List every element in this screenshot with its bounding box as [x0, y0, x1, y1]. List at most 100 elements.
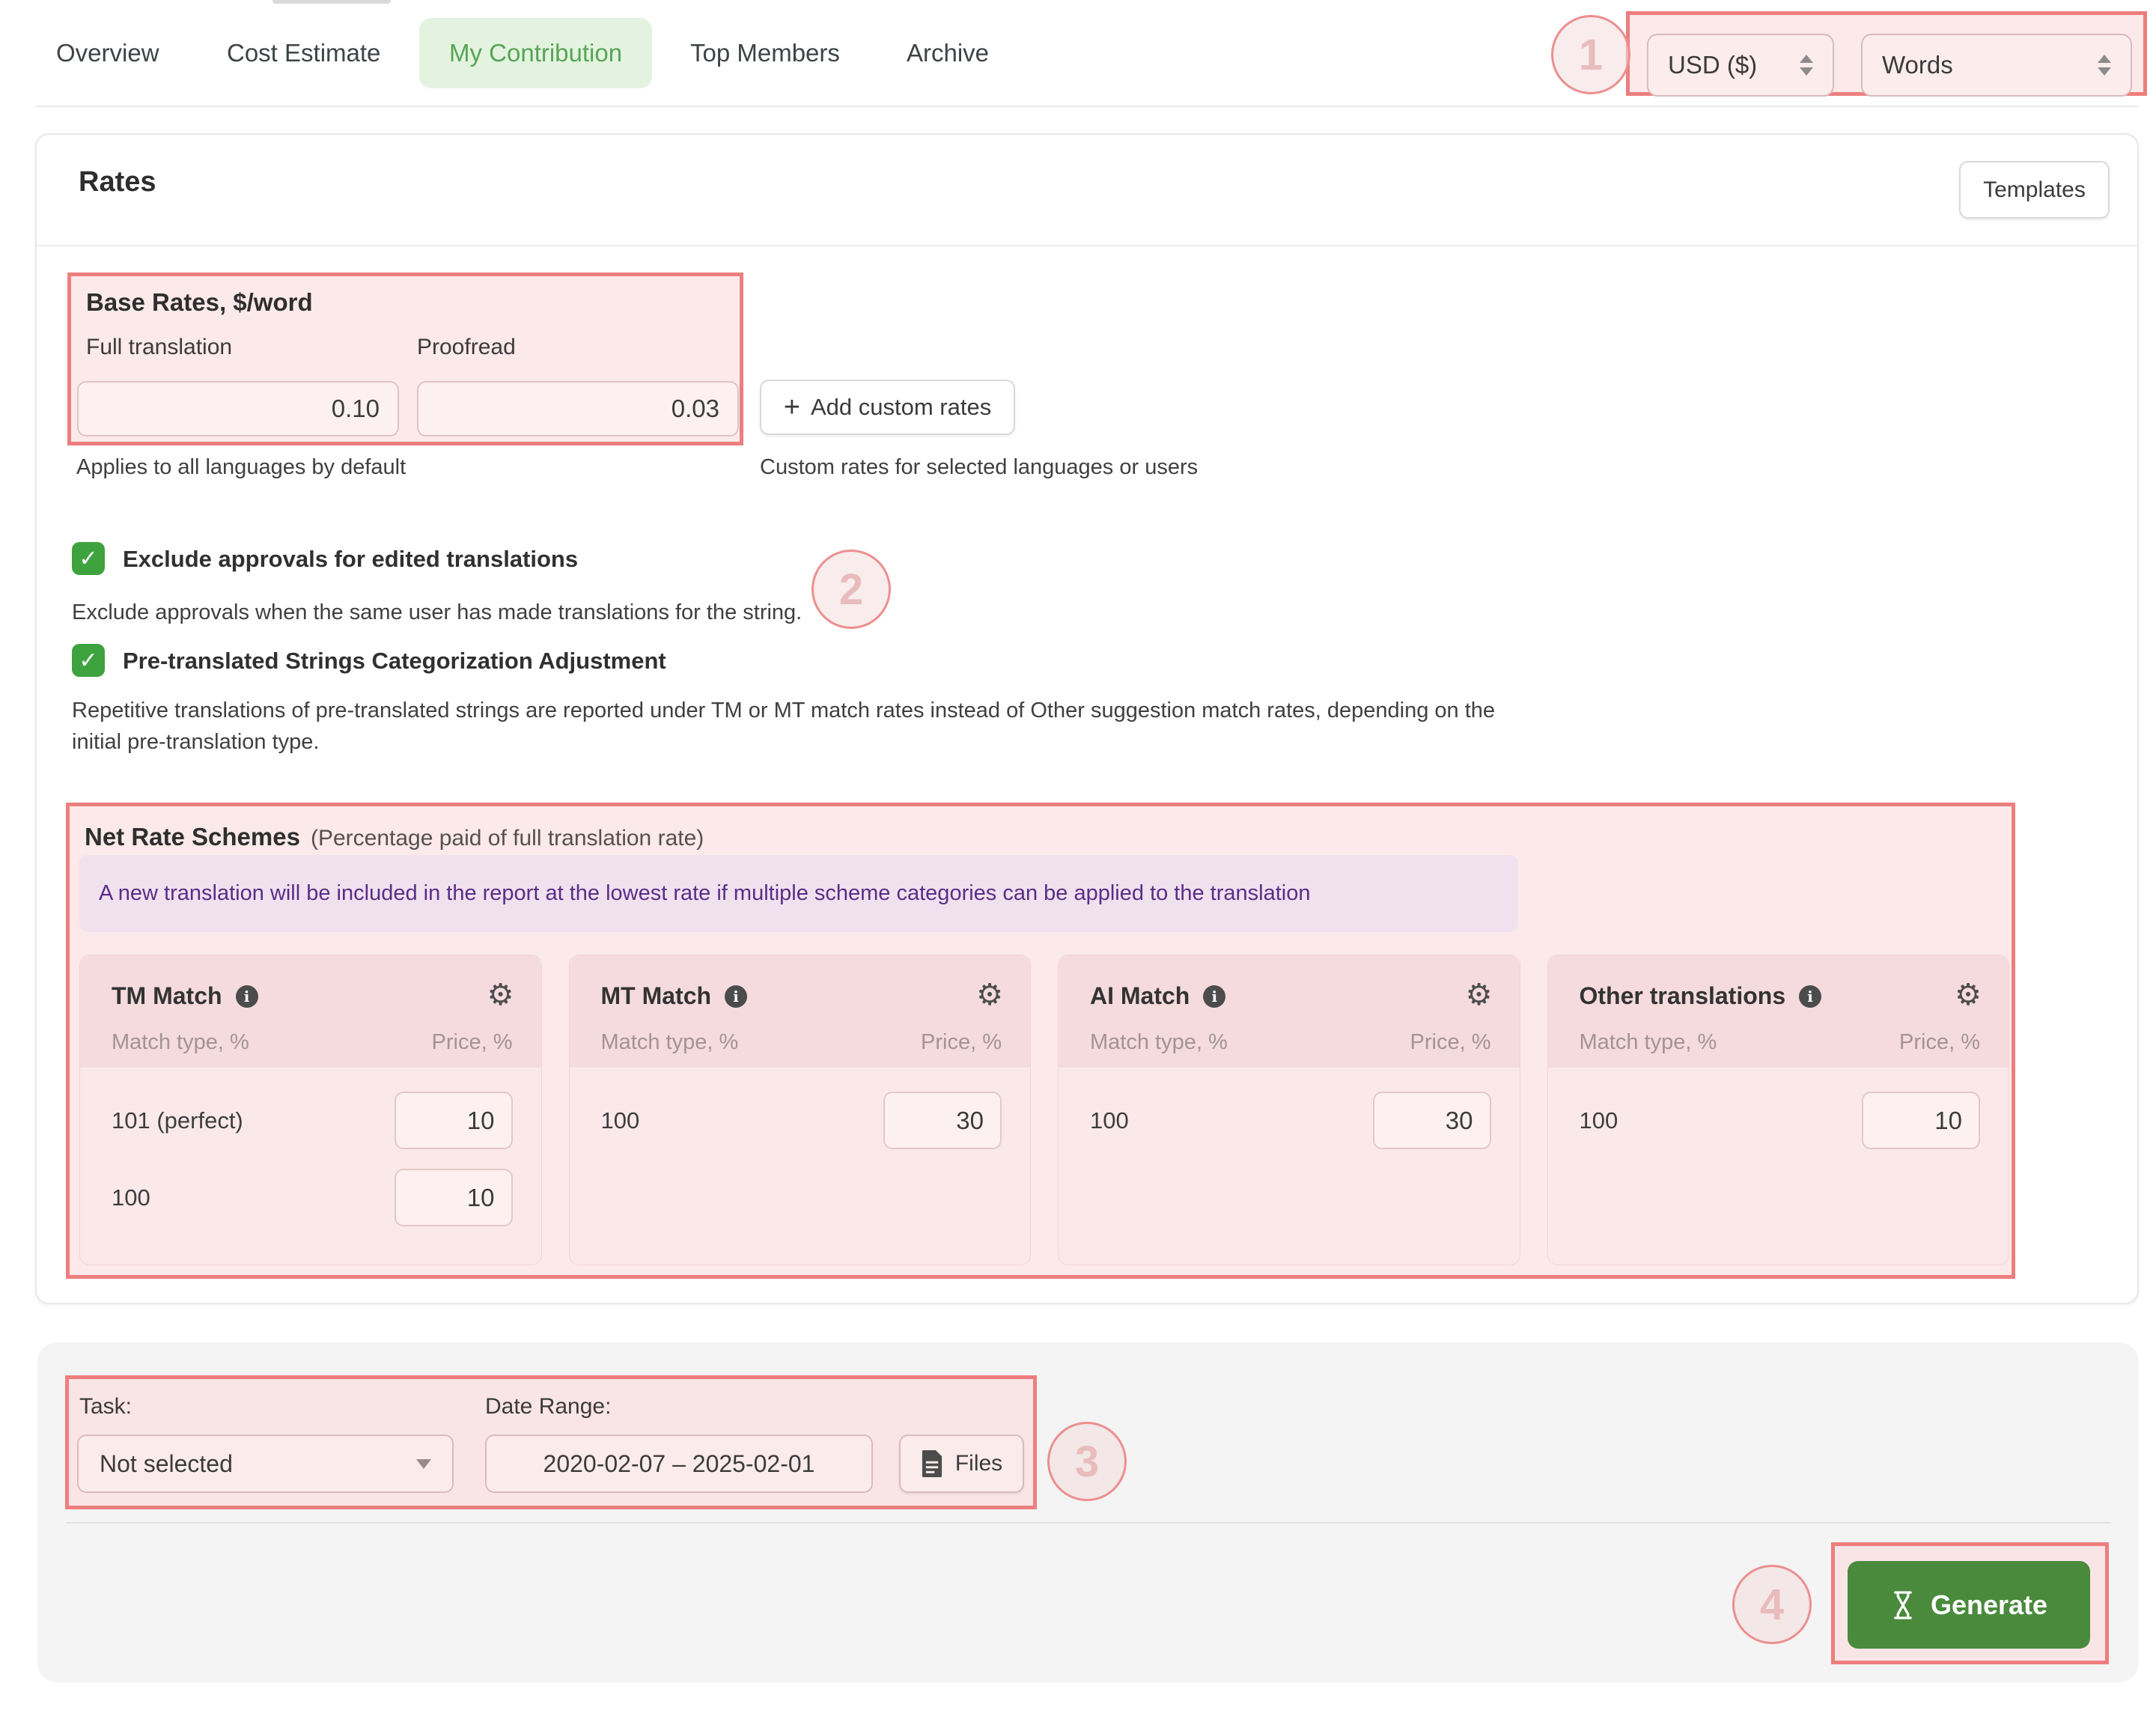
- gear-icon[interactable]: ⚙: [487, 978, 514, 1012]
- tm-match-card-header: [80, 955, 541, 1068]
- pretranslated-adjustment-desc: Repetitive translations of pre-translate…: [72, 699, 1496, 755]
- mt-match-title: MT Match i: [601, 982, 748, 1010]
- lowest-rate-note: A new translation will be included in th…: [79, 855, 1518, 932]
- exclude-approvals-desc: Exclude approvals when the same user has…: [72, 600, 803, 624]
- full-translation-label: Full translation: [86, 335, 233, 359]
- file-icon: [922, 1450, 942, 1477]
- tab-top-members[interactable]: Top Members: [690, 39, 840, 67]
- other-translations-title-text: Other translations: [1579, 982, 1786, 1009]
- chevron-up-down-icon: [1800, 55, 1813, 76]
- price-input[interactable]: [394, 1169, 513, 1226]
- base-rates-title: Base Rates, $/word: [86, 288, 313, 316]
- price-input[interactable]: [1862, 1092, 1980, 1149]
- price-column: Price, %: [921, 1030, 1002, 1054]
- date-range-input[interactable]: 2020-02-07 – 2025-02-01: [485, 1434, 873, 1493]
- base-rates-helper: Applies to all languages by default: [76, 455, 406, 479]
- mt-match-title-text: MT Match: [600, 982, 712, 1009]
- match-type-column: Match type, %: [1090, 1030, 1228, 1054]
- annotation-1: 1: [1551, 15, 1630, 94]
- generate-panel: Task: Date Range: Not selected 2020-02-0…: [37, 1342, 2139, 1682]
- ai-match-card-header: [1059, 955, 1520, 1068]
- highlight-box-base-rates: Base Rates, $/word Full translation Proo…: [67, 273, 743, 445]
- price-column: Price, %: [1410, 1030, 1491, 1054]
- generate-button-label: Generate: [1930, 1589, 2048, 1620]
- units-select[interactable]: Words: [1861, 34, 2132, 97]
- rates-card: Rates Templates Base Rates, $/word Full …: [35, 133, 2139, 1304]
- units-select-value: Words: [1882, 51, 1953, 79]
- match-type-value: 101 (perfect): [112, 1107, 243, 1134]
- add-custom-rates-button[interactable]: + Add custom rates: [760, 380, 1015, 435]
- mt-match-columns: Match type, % Price, %: [601, 1030, 1002, 1055]
- ai-match-card: AI Match i ⚙ Match type, % Price, % 100: [1058, 955, 1520, 1265]
- info-icon[interactable]: i: [1203, 985, 1226, 1008]
- chevron-up-down-icon: [2098, 55, 2111, 76]
- chevron-down-icon: [416, 1458, 431, 1469]
- task-select[interactable]: Not selected: [77, 1434, 454, 1493]
- table-row: 100: [1090, 1092, 1491, 1149]
- lowest-rate-note-text: A new translation will be included in th…: [99, 881, 1311, 905]
- tab-archive[interactable]: Archive: [907, 39, 990, 67]
- check-icon: ✓: [79, 648, 98, 673]
- gear-icon[interactable]: ⚙: [976, 978, 1003, 1012]
- annotation-4: 4: [1732, 1565, 1812, 1644]
- tm-match-title-text: TM Match: [112, 982, 222, 1009]
- price-column: Price, %: [431, 1030, 513, 1054]
- table-row: 100: [1579, 1092, 1980, 1149]
- price-input[interactable]: [394, 1092, 513, 1149]
- pretranslated-adjustment-checkbox[interactable]: ✓: [72, 644, 105, 677]
- files-button[interactable]: Files: [899, 1434, 1024, 1493]
- ai-match-columns: Match type, % Price, %: [1090, 1030, 1491, 1055]
- other-translations-card-header: [1547, 955, 2009, 1068]
- exclude-approvals-checkbox[interactable]: ✓: [72, 542, 105, 575]
- table-row: 100: [601, 1092, 1002, 1149]
- task-select-value: Not selected: [100, 1449, 233, 1477]
- generate-button[interactable]: Generate: [1848, 1561, 2090, 1649]
- proofread-label: Proofread: [417, 335, 516, 359]
- currency-select-value: USD ($): [1668, 51, 1758, 79]
- tab-overview[interactable]: Overview: [56, 39, 159, 67]
- match-type-value: 100: [1579, 1107, 1618, 1134]
- match-type-value: 100: [1090, 1107, 1129, 1134]
- tm-match-title: TM Match i: [112, 982, 258, 1010]
- match-type-column: Match type, %: [112, 1030, 249, 1054]
- price-column: Price, %: [1899, 1030, 1980, 1054]
- info-icon[interactable]: i: [725, 985, 748, 1008]
- net-rate-schemes-title: Net Rate Schemes: [85, 823, 300, 851]
- mt-match-card: MT Match i ⚙ Match type, % Price, % 100: [568, 955, 1031, 1265]
- match-type-value: 100: [600, 1107, 640, 1134]
- highlight-box-net-rate-schemes: Net Rate Schemes (Percentage paid of ful…: [66, 803, 2015, 1279]
- currency-select[interactable]: USD ($): [1647, 34, 1834, 97]
- match-cards-row: TM Match i ⚙ Match type, % Price, % 101 …: [79, 955, 2009, 1265]
- date-range-label: Date Range:: [485, 1394, 612, 1419]
- nav-divider: [35, 106, 2139, 107]
- other-translations-columns: Match type, % Price, %: [1580, 1030, 1981, 1055]
- proofread-rate-input[interactable]: [417, 381, 739, 436]
- plus-icon: +: [783, 392, 800, 423]
- gear-icon[interactable]: ⚙: [1955, 978, 1982, 1012]
- table-row: 101 (perfect): [112, 1092, 513, 1149]
- match-type-value: 100: [112, 1184, 150, 1211]
- rates-title: Rates: [79, 166, 156, 198]
- table-row: 100: [112, 1169, 513, 1226]
- info-icon[interactable]: i: [235, 985, 258, 1008]
- price-input[interactable]: [1372, 1092, 1491, 1149]
- info-icon[interactable]: i: [1799, 985, 1822, 1008]
- net-rate-schemes-header: Net Rate Schemes (Percentage paid of ful…: [85, 823, 704, 851]
- templates-button[interactable]: Templates: [1959, 161, 2110, 219]
- net-rate-schemes-subtitle: (Percentage paid of full translation rat…: [310, 826, 704, 851]
- tab-cost-estimate[interactable]: Cost Estimate: [227, 39, 381, 67]
- price-input[interactable]: [883, 1092, 1002, 1149]
- custom-rates-helper: Custom rates for selected languages or u…: [760, 455, 1199, 479]
- check-icon: ✓: [79, 546, 98, 571]
- full-translation-rate-input[interactable]: [77, 381, 399, 436]
- tm-match-card: TM Match i ⚙ Match type, % Price, % 101 …: [79, 955, 542, 1265]
- tab-my-contribution[interactable]: My Contribution: [419, 18, 653, 88]
- ai-match-title: AI Match i: [1090, 982, 1226, 1010]
- gear-icon[interactable]: ⚙: [1465, 978, 1493, 1012]
- ai-match-title-text: AI Match: [1090, 982, 1190, 1009]
- annotation-2: 2: [811, 550, 891, 629]
- other-translations-card: Other translations i ⚙ Match type, % Pri…: [1547, 955, 2009, 1265]
- annotation-3: 3: [1047, 1422, 1127, 1501]
- footer-divider: [66, 1522, 2111, 1524]
- pretranslated-adjustment-label: Pre-translated Strings Categorization Ad…: [123, 648, 666, 674]
